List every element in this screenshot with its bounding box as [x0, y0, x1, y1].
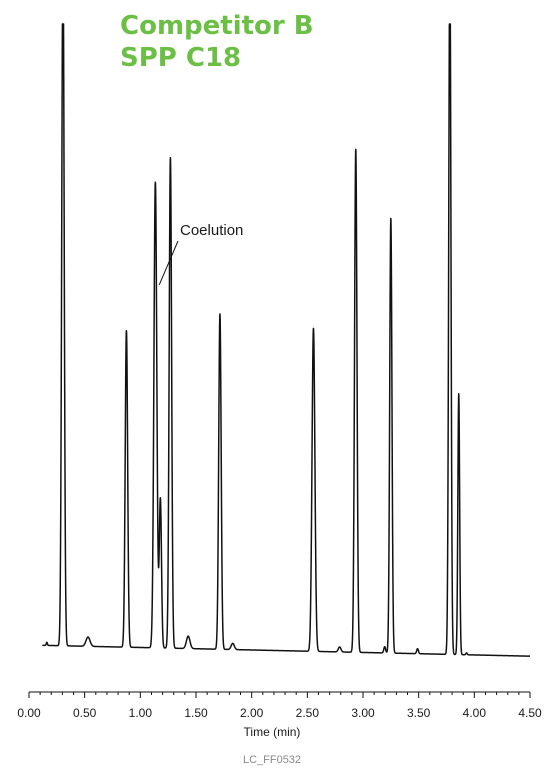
x-tick-label: 1.50: [184, 706, 208, 720]
coelution-label: Coelution: [180, 222, 243, 239]
x-ticks: [28, 692, 531, 698]
annotation-layer: Coelution: [158, 222, 243, 286]
x-tick-label: 2.50: [296, 706, 320, 720]
figure-code: LC_FF0532: [243, 754, 301, 766]
chart-title: Competitor B SPP C18: [120, 11, 314, 73]
x-tick-label: 2.00: [240, 706, 264, 720]
x-tick-label: 3.50: [407, 706, 431, 720]
x-axis-title: Time (min): [244, 725, 301, 739]
chart-title-line-1: Competitor B: [120, 11, 314, 41]
x-axis: 0.00 0.50 1.00 1.50 2.00 2.50 3.00 3.50 4.00 4.50…: [17, 691, 542, 739]
x-tick-label: 0.50: [73, 706, 97, 720]
x-tick-label: 0.00: [17, 706, 41, 720]
x-tick-label: 4.50: [518, 706, 542, 720]
chart-title-line-2: SPP C18: [120, 43, 241, 73]
x-tick-label: 3.00: [351, 706, 375, 720]
x-tick-label: 4.00: [463, 706, 487, 720]
x-tick-label: 1.00: [129, 706, 153, 720]
coelution-pointer-line: [158, 240, 179, 286]
chromatogram-trace: [41, 23, 531, 657]
x-tick-labels: 0.00 0.50 1.00 1.50 2.00 2.50 3.00 3.50 4.00 4.50: [17, 706, 542, 720]
